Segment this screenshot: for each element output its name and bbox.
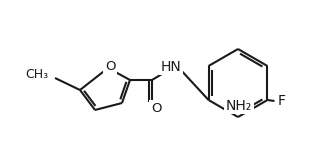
Text: CH₃: CH₃ <box>25 69 48 82</box>
Text: NH₂: NH₂ <box>226 99 252 113</box>
Text: O: O <box>105 60 115 73</box>
Text: HN: HN <box>161 60 181 74</box>
Text: F: F <box>277 94 285 108</box>
Text: O: O <box>151 102 161 115</box>
